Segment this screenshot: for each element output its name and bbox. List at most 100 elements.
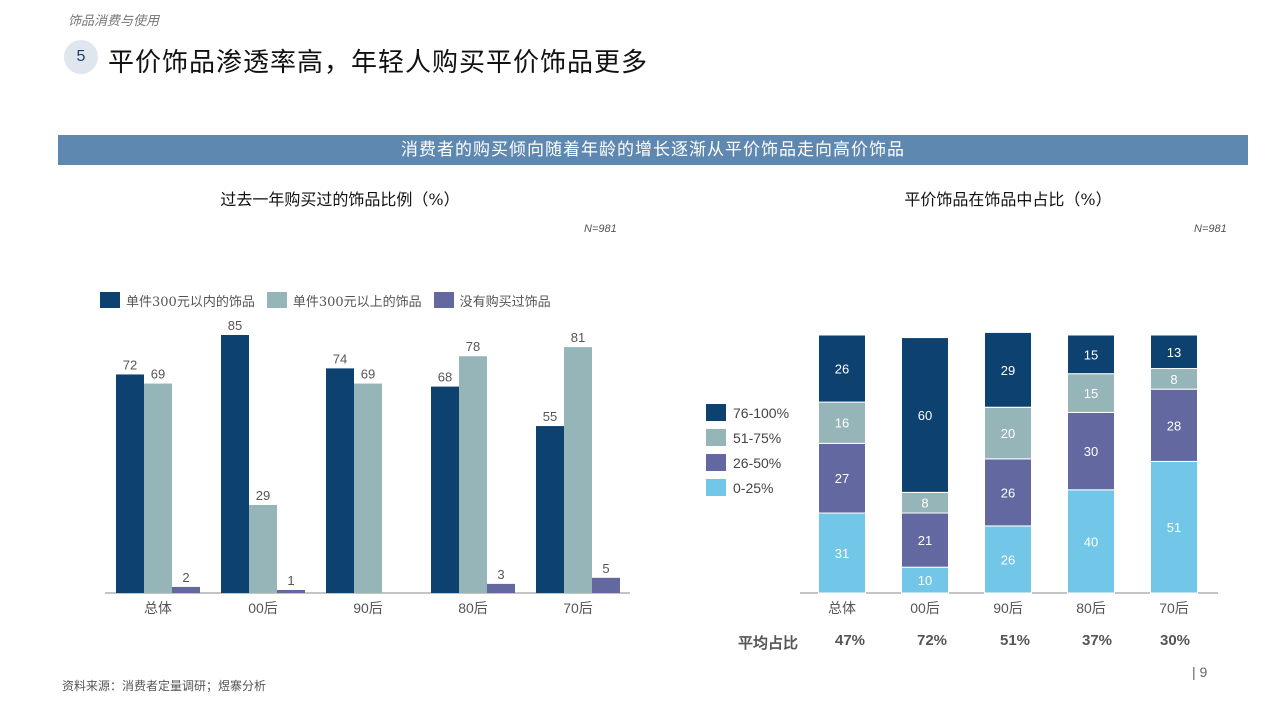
bar [459, 356, 487, 593]
data-label: 26 [1001, 552, 1015, 567]
legend-item: 76-100% [706, 400, 789, 425]
left-sample-note: N=981 [584, 223, 617, 235]
right-chart-title: 平价饰品在饰品中占比（%） [904, 190, 1112, 209]
data-label: 85 [228, 318, 242, 333]
source-note: 资料来源：消费者定量调研；煜寨分析 [62, 679, 267, 693]
bar-segment [984, 458, 1032, 527]
bar-segment [818, 334, 866, 403]
bar [487, 583, 515, 593]
average-value: 51% [999, 632, 1031, 649]
data-label: 15 [1084, 386, 1098, 401]
legend-label: 26-50% [733, 454, 782, 471]
x-tick-label: 00后 [248, 600, 278, 616]
bar-segment [984, 406, 1032, 460]
bar [277, 589, 305, 593]
x-tick-label: 70后 [1159, 600, 1189, 616]
bar [221, 335, 249, 593]
legend-swatch [706, 404, 726, 421]
right-chart-legend: 76-100% 51-75% 26-50% 0-25% [706, 400, 789, 500]
grouped-bar-chart: 72 69 2 总体 85 29 1 00后 74 69 90后 68 78 3 80后 55 81 5 70后 [105, 318, 630, 616]
data-label: 5 [602, 561, 609, 576]
data-label: 27 [835, 471, 849, 486]
data-label: 13 [1167, 345, 1181, 360]
bar-segment [901, 337, 949, 493]
average-value: 30% [1159, 632, 1191, 649]
bar-segment [984, 525, 1032, 594]
data-label: 69 [361, 367, 375, 382]
bar-segment [1067, 334, 1115, 375]
legend-item: 0-25% [706, 475, 789, 500]
legend-swatch [706, 454, 726, 471]
data-label: 78 [466, 339, 480, 354]
bar-segment [1150, 460, 1198, 594]
section-tag: 饰品消费与使用 [68, 14, 160, 29]
left-chart-title: 过去一年购买过的饰品比例（%） [220, 190, 460, 209]
data-label: 10 [918, 573, 932, 588]
data-label: 26 [835, 362, 849, 377]
legend-label: 单件300元以内的饰品 [126, 294, 255, 310]
bar [592, 577, 620, 593]
x-tick-label: 90后 [353, 600, 383, 616]
legend-label: 76-100% [733, 404, 790, 421]
legend-label: 单件300元以上的饰品 [292, 294, 422, 310]
data-label: 81 [571, 330, 585, 345]
bar-segment [818, 442, 866, 514]
bar-segment [1150, 388, 1198, 462]
x-tick-label: 70后 [563, 600, 593, 616]
average-value: 37% [1081, 632, 1113, 649]
data-label: 8 [921, 496, 928, 511]
data-label: 60 [918, 408, 932, 423]
data-label: 8 [1170, 372, 1177, 387]
bar-segment [1067, 489, 1115, 594]
data-label: 26 [1001, 485, 1015, 500]
legend-item: 51-75% [706, 425, 789, 450]
bar-segment [984, 331, 1032, 408]
page-title: 平价饰品渗透率高，年轻人购买平价饰品更多 [108, 48, 649, 78]
bar [249, 504, 277, 593]
banner: 消费者的购买倾向随着年龄的增长逐渐从平价饰品走向高价饰品 [58, 135, 1248, 165]
x-tick-label: 总体 [144, 600, 172, 616]
data-label: 28 [1167, 418, 1181, 433]
stacked-bar-chart: 31 27 16 26 总体 10 21 8 60 00后 26 26 20 29 90后 40 30 15 15 8… [800, 331, 1218, 616]
average-value: 47% [834, 632, 866, 649]
right-sample-note: N=981 [1194, 223, 1227, 235]
x-tick-label: 80后 [1076, 600, 1106, 616]
legend-swatch [706, 429, 726, 446]
bar-segment [818, 512, 866, 594]
bar-segment [818, 401, 866, 444]
data-label: 69 [151, 367, 165, 382]
bar-segment [1150, 334, 1198, 370]
legend-swatch [266, 292, 287, 308]
legend-label: 0-25% [733, 479, 774, 496]
data-label: 21 [918, 533, 932, 548]
bar [116, 374, 144, 593]
data-label: 40 [1084, 534, 1098, 549]
legend-label: 没有购买过饰品 [459, 294, 551, 310]
left-chart-legend: 单件300元以内的饰品 单件300元以上的饰品 没有购买过饰品 [100, 290, 563, 310]
x-tick-label: 90后 [993, 600, 1023, 616]
data-label: 1 [287, 573, 294, 588]
legend-item: 没有购买过饰品 [433, 291, 551, 310]
data-label: 15 [1084, 347, 1098, 362]
page-number-badge: 5 [64, 40, 98, 74]
legend-swatch [706, 479, 726, 496]
data-label: 31 [835, 546, 849, 561]
x-tick-label: 总体 [828, 600, 856, 616]
bar-segment [901, 566, 949, 594]
bar [326, 368, 354, 593]
legend-label: 51-75% [733, 429, 782, 446]
data-label: 29 [1001, 363, 1015, 378]
average-value: 72% [916, 632, 948, 649]
bar-segment [1067, 373, 1115, 413]
data-label: 29 [256, 488, 270, 503]
page-number: | 9 [1192, 664, 1208, 680]
data-label: 16 [835, 416, 849, 431]
data-label: 74 [333, 351, 347, 366]
legend-item: 单件300元以内的饰品 [100, 291, 255, 310]
data-label: 20 [1001, 426, 1015, 441]
data-label: 51 [1167, 520, 1181, 535]
x-tick-label: 00后 [910, 600, 940, 616]
bar [536, 426, 564, 593]
bar [144, 383, 172, 593]
bar [564, 347, 592, 593]
